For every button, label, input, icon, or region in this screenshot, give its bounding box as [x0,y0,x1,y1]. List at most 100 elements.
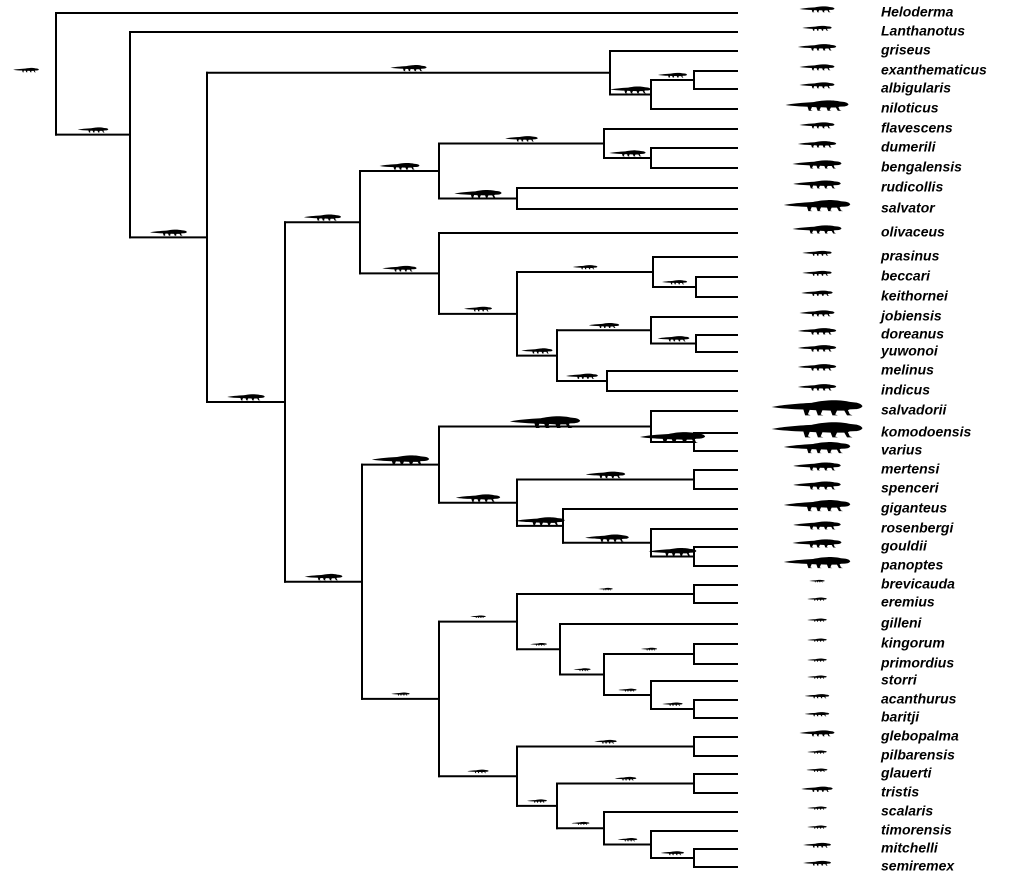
ancestral-lizard-icon [454,189,502,198]
ancestral-lizard-icon [304,573,343,581]
taxon-label-yuwonoi: yuwonoi [880,343,939,359]
ancestral-lizard-icon [467,769,489,774]
ancestral-lizard-icon [588,322,620,329]
lizard-silhouette-icon [807,638,827,642]
taxon-label-lanthanotus: Lanthanotus [881,23,965,39]
lizard-silhouette-icon [807,825,827,829]
ancestral-body-size-icons [13,65,706,856]
taxon-label-varius: varius [881,442,922,458]
taxon-label-glauerti: glauerti [880,765,933,781]
lizard-silhouette-icon [801,290,833,296]
ancestral-lizard-icon [509,416,581,428]
lizard-silhouette-icon [783,200,851,212]
lizard-silhouette-icon [793,180,841,189]
ancestral-lizard-icon [572,265,598,270]
lizard-silhouette-icon [797,364,837,371]
taxon-label-primordius: primordius [880,655,954,671]
taxon-label-semiremex: semiremex [881,858,955,874]
taxon-label-tristis: tristis [881,784,919,800]
lizard-silhouette-icon [799,730,835,737]
taxon-label-spenceri: spenceri [881,480,940,496]
lizard-silhouette-icon [797,141,837,148]
taxon-label-rosenbergi: rosenbergi [881,520,954,536]
taxon-label-baritji: baritji [881,709,920,725]
taxon-label-giganteus: giganteus [880,500,947,516]
taxon-label-glebopalma: glebopalma [880,728,959,744]
taxon-label-dumerili: dumerili [881,139,937,155]
ancestral-lizard-icon [585,534,629,542]
taxon-label-jobiensis: jobiensis [879,308,942,324]
ancestral-lizard-icon [77,127,109,133]
ancestral-lizard-icon [227,394,265,401]
taxon-label-prasinus: prasinus [880,248,940,264]
ancestral-lizard-icon [594,739,617,744]
taxon-label-scalaris: scalaris [881,803,933,819]
lizard-silhouette-icon [807,618,827,622]
lizard-silhouette-icon [802,250,832,256]
taxon-label-exanthematicus: exanthematicus [881,62,987,78]
ancestral-lizard-icon [661,280,688,285]
ancestral-lizard-icon [662,702,683,706]
ancestral-lizard-icon [609,150,646,157]
taxon-label-brevicauda: brevicauda [881,576,955,592]
lizard-silhouette-icon [807,750,827,754]
taxon-label-komodoensis: komodoensis [881,424,971,440]
lizard-silhouette-icon [807,597,827,601]
taxon-label-salvadorii: salvadorii [881,402,947,418]
ancestral-lizard-icon [648,547,697,556]
taxon-label-timorensis: timorensis [881,822,952,838]
ancestral-lizard-icon [515,517,565,526]
ancestral-lizard-icon [571,821,590,825]
taxon-label-panoptes: panoptes [880,557,943,573]
taxon-label-melinus: melinus [881,362,934,378]
ancestral-lizard-icon [505,136,538,142]
ancestral-lizard-icon [470,615,486,619]
taxon-label-keithornei: keithornei [881,288,949,304]
lizard-silhouette-icon [797,384,837,391]
lizard-silhouette-icon [799,64,835,71]
taxon-label-flavescens: flavescens [881,120,953,136]
ancestral-lizard-icon [379,163,420,170]
lizard-silhouette-icon [807,658,827,662]
ancestral-lizard-icon [371,455,430,465]
ancestral-lizard-icon [382,265,417,272]
lizard-silhouette-icon [783,557,851,569]
ancestral-lizard-icon [657,336,690,342]
taxon-label-niloticus: niloticus [881,100,939,116]
taxon-label-gilleni: gilleni [880,615,923,631]
lizard-silhouette-icon [799,310,835,317]
taxon-label-olivaceus: olivaceus [881,224,945,240]
tip-body-size-icons [771,6,863,866]
taxon-label-griseus: griseus [880,42,931,58]
lizard-silhouette-icon [804,712,830,717]
lizard-silhouette-icon [804,694,830,699]
lizard-silhouette-icon [802,270,832,276]
ancestral-lizard-icon [598,587,613,591]
lizard-silhouette-icon [797,44,837,51]
tree-branches [55,12,738,868]
lizard-silhouette-icon [793,462,841,471]
lizard-silhouette-icon [802,25,832,31]
ancestral-lizard-icon [391,692,410,696]
ancestral-lizard-icon [455,494,501,502]
lizard-silhouette-icon [807,675,827,679]
lizard-silhouette-icon [783,500,851,512]
lizard-silhouette-icon [792,539,842,548]
taxon-label-kingorum: kingorum [881,635,945,651]
root-lizard-icon [13,67,39,73]
ancestral-lizard-icon [527,799,547,803]
lizard-silhouette-icon [792,160,842,169]
lizard-silhouette-icon [771,422,863,438]
taxon-label-rudicollis: rudicollis [881,179,943,195]
ancestral-lizard-icon [150,229,187,236]
taxon-labels: Heloderma Lanthanotus griseus exanthematicu… [879,4,987,874]
ancestral-lizard-icon [521,348,553,354]
lizard-silhouette-icon [799,6,835,13]
lizard-silhouette-icon [785,100,849,111]
ancestral-lizard-icon [658,72,687,78]
taxon-label-eremius: eremius [881,594,935,610]
taxon-label-salvator: salvator [881,200,936,216]
lizard-silhouette-icon [797,328,837,335]
ancestral-lizard-icon [614,776,637,781]
